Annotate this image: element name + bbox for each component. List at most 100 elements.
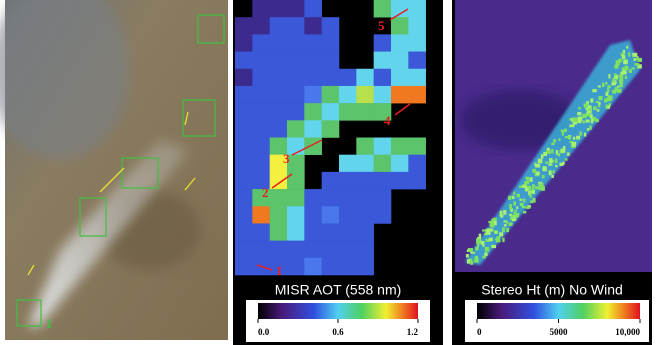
pixel xyxy=(235,172,253,189)
pixel xyxy=(270,223,288,240)
speck xyxy=(516,215,518,218)
speck xyxy=(565,158,568,160)
speck xyxy=(589,126,592,130)
pixel xyxy=(304,189,322,206)
speck xyxy=(584,133,586,137)
speck xyxy=(637,58,642,62)
pixel xyxy=(287,172,305,189)
pixel xyxy=(408,138,426,155)
speck xyxy=(532,187,534,190)
pixel xyxy=(408,34,426,51)
speck xyxy=(576,136,580,140)
pixel xyxy=(304,103,322,120)
speck xyxy=(508,196,511,200)
speck xyxy=(614,73,617,76)
speck xyxy=(620,83,623,87)
pixel xyxy=(287,223,305,240)
pixel xyxy=(391,172,409,189)
speck xyxy=(475,256,478,260)
pixel xyxy=(339,206,357,223)
pixel xyxy=(252,241,270,258)
pixel xyxy=(252,0,270,17)
pixel xyxy=(270,69,288,86)
pixel xyxy=(356,223,374,240)
speck xyxy=(635,63,640,66)
speck xyxy=(619,79,623,84)
pixel xyxy=(287,155,305,172)
speck xyxy=(586,119,590,122)
speck xyxy=(494,231,497,234)
pixel xyxy=(391,69,409,86)
speck xyxy=(470,252,475,254)
speck xyxy=(551,143,554,145)
speck xyxy=(487,228,489,231)
speck xyxy=(577,112,581,115)
speck xyxy=(504,224,507,226)
pixel xyxy=(304,138,322,155)
pixel xyxy=(408,86,426,103)
pixel xyxy=(356,241,374,258)
speck xyxy=(617,85,619,87)
speck xyxy=(522,184,525,188)
speck xyxy=(591,118,594,123)
speck xyxy=(534,163,536,166)
speck xyxy=(569,124,574,127)
pixel xyxy=(287,103,305,120)
speck xyxy=(532,169,536,173)
speck xyxy=(555,165,558,167)
pixel xyxy=(252,103,270,120)
speck xyxy=(491,245,496,248)
pixel xyxy=(356,206,374,223)
speck xyxy=(628,52,630,56)
pixel xyxy=(339,189,357,206)
pixel xyxy=(339,155,357,172)
pixel xyxy=(391,155,409,172)
speck xyxy=(467,259,470,263)
pixel xyxy=(235,34,253,51)
pixel xyxy=(235,86,253,103)
speck xyxy=(617,89,621,93)
speck xyxy=(538,159,543,164)
speck xyxy=(607,85,610,88)
pixel xyxy=(287,69,305,86)
pixel xyxy=(235,155,253,172)
speck xyxy=(625,66,629,70)
pixel xyxy=(270,86,288,103)
pixel xyxy=(270,103,288,120)
speck xyxy=(608,74,610,79)
speck xyxy=(482,256,485,259)
pixel xyxy=(270,189,288,206)
speck xyxy=(516,194,520,198)
pixel xyxy=(356,103,374,120)
speck xyxy=(506,228,509,232)
pixel xyxy=(304,241,322,258)
pixel xyxy=(270,120,288,137)
pixel xyxy=(270,34,288,51)
speck xyxy=(582,121,585,124)
speck xyxy=(532,198,535,203)
pixel xyxy=(339,69,357,86)
colorbar-tick-label: 0.0 xyxy=(258,327,270,337)
speck xyxy=(572,142,576,146)
pixel xyxy=(252,206,270,223)
speck xyxy=(621,72,626,75)
speck xyxy=(578,107,581,109)
colorbar-title: MISR AOT (558 nm) xyxy=(275,282,402,298)
colorbar-tick-label: 10,000 xyxy=(615,327,640,337)
pixel xyxy=(408,172,426,189)
pixel xyxy=(408,17,426,34)
figure: 1 1 2 3 4 5 MISR AOT (558 nm) 0.00.61.2 … xyxy=(0,0,657,345)
pixel xyxy=(287,0,305,17)
pixel xyxy=(356,189,374,206)
pixel xyxy=(270,241,288,258)
speck xyxy=(468,248,473,252)
colorbar xyxy=(477,303,640,319)
pixel xyxy=(322,69,340,86)
pixel xyxy=(374,69,392,86)
pixel xyxy=(270,52,288,69)
speck xyxy=(492,218,497,220)
speck xyxy=(551,175,554,178)
speck xyxy=(542,166,546,171)
pixel xyxy=(322,34,340,51)
site-label: 4 xyxy=(384,113,391,128)
